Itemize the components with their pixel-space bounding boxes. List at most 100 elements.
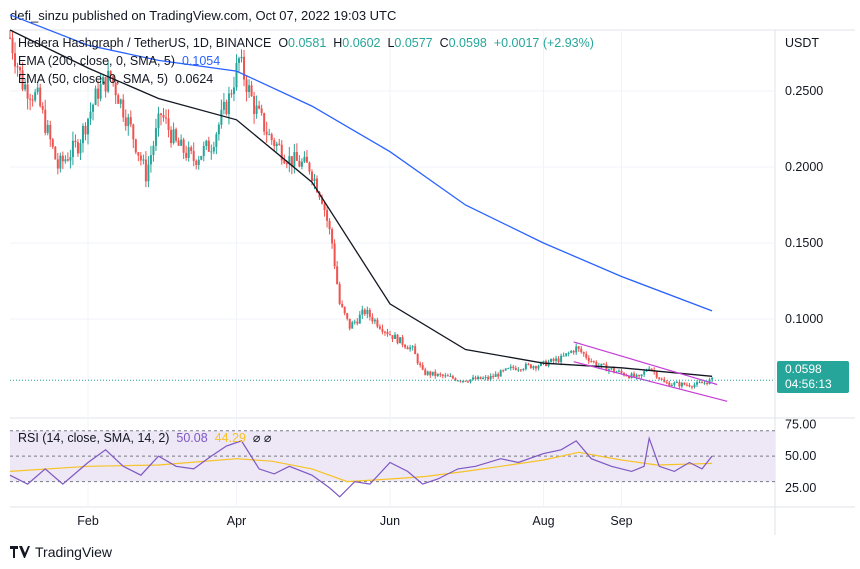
candle-body	[308, 162, 311, 172]
candle-body	[56, 159, 59, 169]
candle-body	[129, 117, 132, 125]
candle-body	[587, 357, 590, 362]
candle-body	[474, 377, 477, 380]
candle-body	[497, 374, 500, 377]
candle-body	[499, 370, 502, 377]
candle-body	[670, 384, 673, 386]
candle-body	[660, 378, 663, 380]
candle-body	[268, 134, 271, 136]
rsi-legend: RSI (14, close, SMA, 14, 2) 50.08 44.29 …	[18, 430, 271, 445]
candle-body	[529, 364, 532, 369]
candle-body	[104, 77, 107, 92]
last-price: 0.0598	[785, 362, 822, 376]
candle-body	[628, 376, 631, 379]
candle-body	[84, 125, 87, 135]
candle-body	[310, 171, 313, 181]
candle-body	[399, 337, 402, 344]
candle-body	[278, 143, 281, 145]
rsi-ma-line	[9, 451, 713, 483]
candle-body	[11, 37, 14, 54]
candle-body	[144, 159, 147, 182]
candle-body	[46, 124, 49, 133]
candle-body	[595, 361, 598, 367]
candle-body	[703, 382, 706, 384]
candle-body	[502, 370, 505, 372]
candle-body	[190, 147, 193, 151]
candle-body	[368, 309, 371, 317]
candle-body	[404, 344, 407, 348]
candle-body	[577, 346, 580, 349]
candle-body	[107, 70, 110, 92]
candle-body	[175, 129, 178, 141]
candle-body	[217, 124, 220, 135]
candle-body	[673, 382, 676, 385]
candle-body	[117, 95, 120, 104]
candle-body	[61, 155, 64, 162]
candle-body	[230, 93, 233, 95]
candle-body	[459, 380, 462, 382]
candle-body	[172, 129, 175, 144]
candle-body	[582, 352, 585, 354]
price-tick-label: 0.2500	[785, 84, 823, 98]
candle-body	[560, 355, 563, 363]
candle-body	[665, 382, 668, 384]
candle-body	[519, 369, 522, 371]
candle-body	[321, 197, 324, 204]
open-label: O	[278, 36, 289, 50]
candle-body	[227, 93, 230, 115]
rsi-value: 50.08	[176, 431, 208, 445]
time-tick-label: Aug	[532, 514, 554, 528]
candle-body	[371, 316, 374, 322]
candle-body	[373, 319, 376, 322]
candle-body	[210, 151, 213, 153]
candle-body	[245, 79, 248, 93]
candle-body	[79, 143, 82, 154]
candle-body	[361, 309, 364, 315]
rsi-label: RSI (14, close, SMA, 14, 2)	[18, 431, 170, 445]
candle-body	[167, 118, 170, 131]
candle-body	[482, 377, 485, 379]
candle-body	[139, 155, 142, 161]
footer-brand[interactable]: TradingView	[10, 544, 112, 560]
candle-body	[383, 331, 386, 333]
candle-body	[232, 87, 235, 95]
candle-body	[64, 159, 67, 162]
candle-body	[207, 140, 210, 152]
candle-body	[675, 382, 678, 384]
candle-body	[394, 334, 397, 339]
rsi-tick-label: 75.00	[785, 417, 816, 431]
candle-body	[202, 145, 205, 157]
candle-body	[585, 353, 588, 358]
candle-body	[600, 363, 603, 366]
candle-body	[222, 101, 225, 110]
candle-body	[643, 371, 646, 375]
ema200-value: 0.1054	[181, 54, 221, 68]
candle-body	[434, 371, 437, 376]
candle-body	[617, 370, 620, 372]
candle-body	[114, 82, 117, 96]
candle-body	[436, 373, 439, 376]
candle-body	[182, 139, 185, 153]
candle-body	[461, 380, 464, 382]
tradingview-logo-icon	[10, 546, 30, 558]
ema50-line	[9, 29, 713, 377]
candle-body	[565, 353, 568, 356]
candle-body	[343, 306, 346, 314]
candle-body	[313, 178, 316, 181]
symbol-name: Hedera Hashgraph / TetherUS, 1D, BINANCE	[18, 36, 272, 50]
candle-body	[9, 37, 11, 39]
candle-body	[74, 140, 77, 143]
candle-body	[658, 377, 661, 379]
candle-body	[542, 360, 545, 363]
candle-body	[366, 309, 369, 315]
candle-body	[605, 364, 608, 372]
candle-body	[122, 99, 125, 118]
candle-body	[212, 147, 215, 152]
candle-body	[620, 370, 623, 373]
candle-body	[610, 368, 613, 370]
candle-body	[195, 160, 198, 165]
candle-body	[119, 99, 122, 104]
candle-body	[134, 139, 137, 153]
candle-body	[270, 134, 273, 141]
